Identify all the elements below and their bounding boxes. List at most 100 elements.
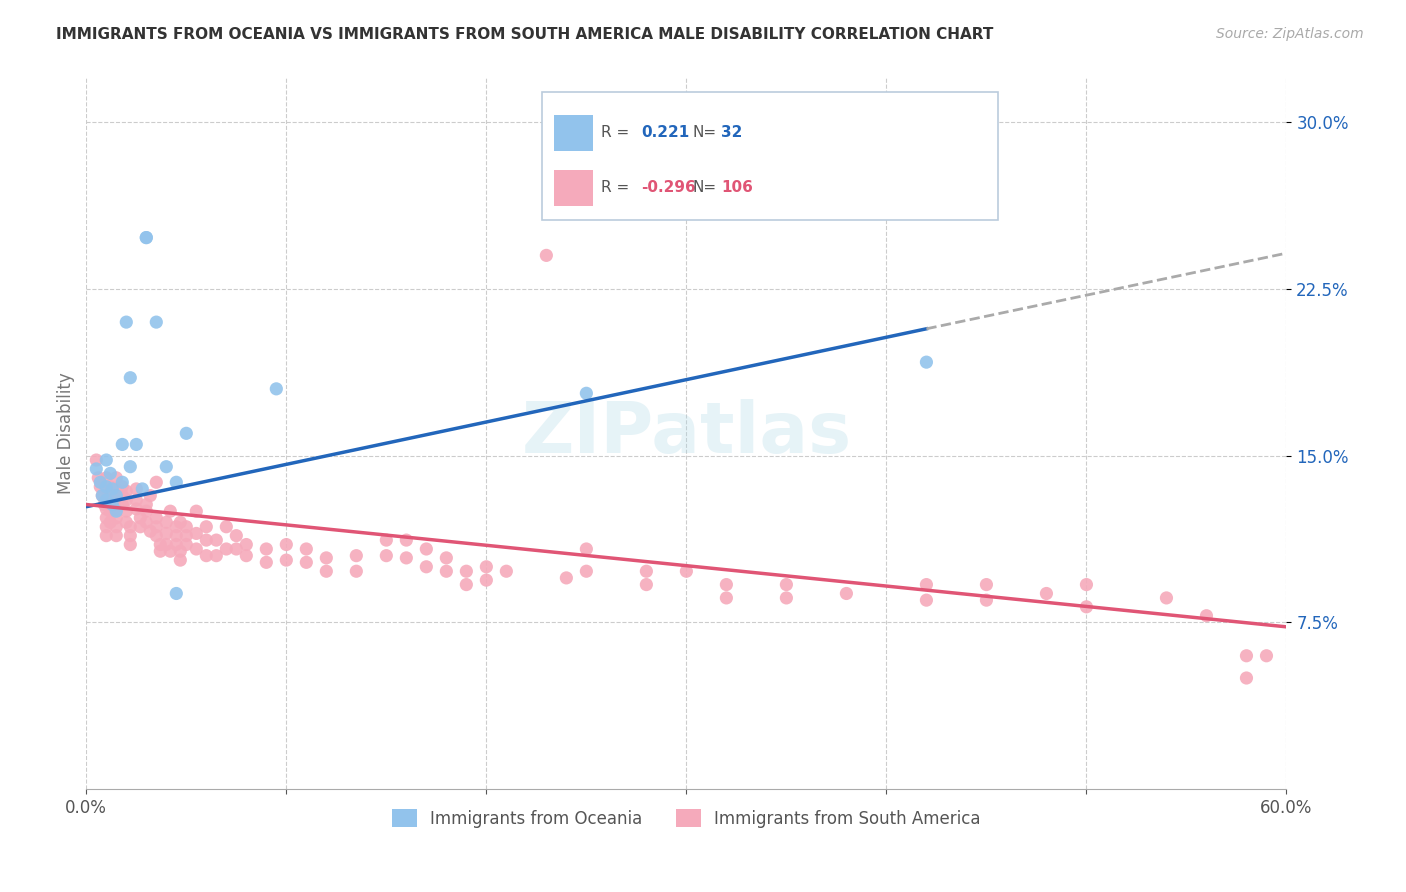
Point <box>111 498 134 512</box>
Point <box>149 537 172 551</box>
Point <box>120 370 142 384</box>
Point <box>125 502 148 516</box>
Point <box>976 593 998 607</box>
Point <box>120 537 142 551</box>
Text: 106: 106 <box>721 180 752 195</box>
Point <box>1236 671 1258 685</box>
Point <box>456 564 478 578</box>
Text: Source: ZipAtlas.com: Source: ZipAtlas.com <box>1216 27 1364 41</box>
Y-axis label: Male Disability: Male Disability <box>58 373 75 494</box>
Point <box>395 533 418 547</box>
Point <box>98 480 121 494</box>
Point <box>295 555 318 569</box>
Point <box>139 489 162 503</box>
Point <box>165 520 187 534</box>
Point <box>105 529 128 543</box>
Point <box>120 529 142 543</box>
Point <box>344 549 367 563</box>
Point <box>165 537 187 551</box>
Text: R =: R = <box>602 180 630 195</box>
Point <box>775 591 797 605</box>
Point <box>145 520 167 534</box>
Point <box>98 516 121 530</box>
Point <box>105 520 128 534</box>
Text: ZIPatlas: ZIPatlas <box>522 399 852 467</box>
Point <box>125 482 148 496</box>
Point <box>266 382 288 396</box>
Point <box>775 577 797 591</box>
Point <box>434 550 457 565</box>
Point <box>93 498 115 512</box>
Point <box>159 504 181 518</box>
Point <box>165 475 187 490</box>
Point <box>536 248 558 262</box>
Point <box>295 541 318 556</box>
Point <box>145 529 167 543</box>
Point <box>155 516 177 530</box>
Point <box>96 493 118 508</box>
Point <box>87 471 110 485</box>
Point <box>575 386 598 401</box>
Point <box>159 544 181 558</box>
Point <box>475 573 498 587</box>
Point <box>495 564 517 578</box>
Point <box>716 577 738 591</box>
Point <box>176 426 198 441</box>
Point <box>111 437 134 451</box>
Point <box>135 504 157 518</box>
Point <box>105 471 128 485</box>
Point <box>254 541 277 556</box>
Point <box>105 482 128 496</box>
Point <box>276 537 298 551</box>
Point <box>120 520 142 534</box>
Point <box>96 471 118 485</box>
Point <box>98 504 121 518</box>
Point <box>105 511 128 525</box>
Point <box>225 529 247 543</box>
Point <box>344 564 367 578</box>
Point <box>135 516 157 530</box>
Point <box>115 493 138 508</box>
Point <box>120 459 142 474</box>
Point <box>315 564 337 578</box>
Point <box>125 437 148 451</box>
Point <box>91 489 114 503</box>
Point <box>155 459 177 474</box>
Point <box>101 498 124 512</box>
Point <box>235 549 257 563</box>
Point <box>129 511 152 525</box>
Point <box>145 511 167 525</box>
Point <box>96 529 118 543</box>
Point <box>915 577 938 591</box>
Point <box>111 480 134 494</box>
Point <box>205 549 228 563</box>
Point <box>976 577 998 591</box>
Point <box>675 564 697 578</box>
Point <box>235 537 257 551</box>
Point <box>135 230 157 244</box>
Point <box>186 504 208 518</box>
Point <box>125 493 148 508</box>
Point <box>131 482 153 496</box>
Point <box>195 549 218 563</box>
Point <box>915 355 938 369</box>
Point <box>186 541 208 556</box>
Point <box>636 577 658 591</box>
Point <box>415 541 437 556</box>
Point <box>475 559 498 574</box>
Point <box>145 315 167 329</box>
Point <box>375 549 398 563</box>
Point <box>111 475 134 490</box>
Point <box>555 571 578 585</box>
Point <box>195 533 218 547</box>
Point <box>215 541 238 556</box>
Point <box>145 475 167 490</box>
Point <box>98 493 121 508</box>
Text: 0.221: 0.221 <box>641 125 689 140</box>
Point <box>155 526 177 541</box>
Point <box>105 504 128 518</box>
Point <box>96 502 118 516</box>
Point <box>195 520 218 534</box>
Point <box>375 533 398 547</box>
Text: IMMIGRANTS FROM OCEANIA VS IMMIGRANTS FROM SOUTH AMERICA MALE DISABILITY CORRELA: IMMIGRANTS FROM OCEANIA VS IMMIGRANTS FR… <box>56 27 994 42</box>
